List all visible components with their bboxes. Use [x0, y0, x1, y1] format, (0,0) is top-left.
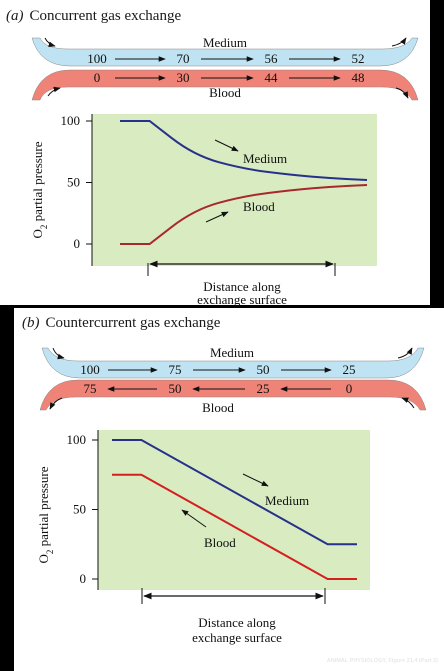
tube-value: 70	[177, 51, 190, 66]
tube-value: 52	[352, 51, 365, 66]
curved-flow-arrow-icon	[395, 87, 409, 99]
series-line-medium	[112, 439, 357, 546]
panel-a-letter: (a)	[6, 8, 24, 24]
curved-flow-arrow-icon	[49, 397, 63, 410]
panel-a-x-label-line2: exchange surface	[197, 292, 287, 307]
figure-credit: ANIMAL PHYSIOLOGY, Figure 21.4 (Part 2)	[327, 658, 438, 664]
series-line-blood	[112, 473, 357, 580]
arrow-right-icon	[242, 473, 269, 487]
panel-b-blood-label: Blood	[202, 400, 234, 415]
panel-a-ylabel-main: O	[30, 229, 45, 238]
panel-b-x-label-line1: Distance along	[198, 615, 276, 630]
panel-a-blood-values: 0 30 44 48	[94, 70, 365, 85]
y-tick-label: 100	[61, 113, 81, 128]
panel-b-letter: (b)	[22, 315, 40, 331]
panel-a-ylabel-rest: partial pressure	[30, 141, 45, 224]
panel-a: (a) Concurrent gas exchange Medium 100 70 5…	[0, 0, 430, 307]
panel-b-medium-curve-label: Medium	[265, 493, 309, 508]
panel-a-title: (a) Concurrent gas exchange	[6, 8, 181, 24]
panel-a-blood-curve-label: Blood	[243, 199, 275, 214]
tube-value: 100	[87, 51, 107, 66]
y-tick-label: 0	[80, 571, 87, 586]
arrow-left-icon	[181, 509, 207, 528]
arrow-right-icon	[214, 139, 239, 152]
curved-flow-arrow-icon	[397, 347, 413, 359]
panel-b-medium-values: 100 75 50 25	[80, 362, 355, 377]
tube-value: 44	[265, 70, 279, 85]
tube-value: 75	[84, 381, 97, 396]
curved-flow-arrow-icon	[47, 86, 61, 97]
panel-b-title: (b) Countercurrent gas exchange	[22, 315, 221, 331]
curved-flow-arrow-icon	[391, 37, 407, 47]
panel-a-title-text: Concurrent gas exchange	[30, 8, 182, 24]
y-tick-label: 0	[74, 236, 81, 251]
tube-value: 0	[346, 381, 353, 396]
panel-b-medium-label: Medium	[210, 345, 254, 360]
tube-value: 50	[257, 362, 270, 377]
tube-value: 25	[343, 362, 356, 377]
panel-a-medium-label: Medium	[203, 35, 247, 50]
tube-value: 48	[352, 70, 365, 85]
panel-a-y-ticks: 100 50 0	[61, 113, 92, 251]
panel-a-series	[120, 120, 368, 245]
panel-b-x-label-line2: exchange surface	[192, 630, 282, 645]
panel-a-medium-values: 100 70 56 52	[87, 51, 364, 66]
tube-value: 100	[80, 362, 100, 377]
panel-b: (b) Countercurrent gas exchange Medium 10…	[14, 308, 444, 671]
tube-value: 0	[94, 70, 101, 85]
panel-a-medium-curve-label: Medium	[243, 151, 287, 166]
panel-b-ylabel-main: O	[36, 554, 51, 563]
panel-b-blood-curve-label: Blood	[204, 535, 236, 550]
tube-value: 50	[169, 381, 182, 396]
panel-b-ylabel-rest: partial pressure	[36, 466, 51, 549]
tube-value: 75	[169, 362, 182, 377]
panel-b-blood-values: 75 50 25 0	[84, 381, 353, 396]
panel-b-plot-area	[98, 430, 370, 590]
panel-a-y-axis-label: O2 partial pressure	[30, 141, 49, 238]
panel-b-blood-tube-body	[39, 379, 427, 411]
panel-b-series	[112, 439, 357, 580]
series-line-blood	[120, 183, 368, 245]
tube-value: 56	[265, 51, 279, 66]
panel-a-ylabel-sub: 2	[39, 225, 49, 230]
panel-b-y-ticks: 100 50 0	[67, 432, 98, 586]
panel-a-plot-area	[92, 114, 377, 266]
tube-value: 25	[257, 381, 270, 396]
panel-a-blood-label: Blood	[209, 85, 241, 100]
arrow-right-icon	[205, 211, 229, 223]
y-tick-label: 50	[73, 502, 86, 517]
series-line-medium	[120, 120, 368, 182]
y-tick-label: 50	[67, 175, 80, 190]
panel-b-y-axis-label: O2 partial pressure	[36, 466, 55, 563]
tube-value: 30	[177, 70, 190, 85]
panel-a-x-label-line1: Distance along	[203, 279, 281, 294]
curved-flow-arrow-icon	[44, 37, 56, 47]
curved-flow-arrow-icon	[52, 347, 65, 360]
panel-b-title-text: Countercurrent gas exchange	[46, 315, 221, 331]
curved-flow-arrow-icon	[401, 397, 415, 409]
y-tick-label: 100	[67, 432, 87, 447]
panel-b-ylabel-sub: 2	[45, 550, 55, 555]
